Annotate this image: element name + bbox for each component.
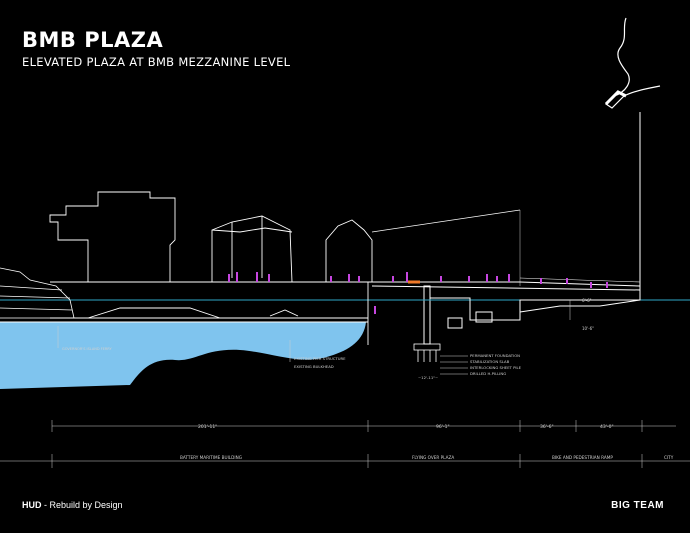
label-h-pilling: DRILLED H-PILLING xyxy=(470,371,506,376)
team-logo: BIG TEAM xyxy=(611,500,664,511)
foundation xyxy=(413,343,441,362)
label-pile-spacing: ~12'-11"~ xyxy=(418,375,438,380)
elevated-plaza xyxy=(371,112,641,345)
footer-org: HUD xyxy=(22,500,42,510)
people xyxy=(228,272,608,314)
label-sheet-pile: INTERLOCKING SHEET PILE xyxy=(470,365,522,370)
dimension-plaza: 96'-1" xyxy=(436,424,450,430)
label-bulkhead: EXISTING BULKHEAD xyxy=(294,364,334,369)
label-foundation: PERMANENT FOUNDATION xyxy=(470,353,520,358)
zone-line xyxy=(0,454,690,468)
locator-map xyxy=(604,17,661,109)
page-title: BMB PLAZA xyxy=(22,28,164,52)
battery-maritime-building xyxy=(49,191,373,345)
dimension-ramp: 36'-6" xyxy=(540,424,554,430)
annotation-leaders xyxy=(57,300,571,375)
label-height-a: 6'-6" xyxy=(582,298,592,303)
canopy-line xyxy=(371,209,521,233)
zone-plaza: FLYING OVER PLAZA xyxy=(412,455,454,460)
zone-city: CITY xyxy=(664,455,674,460)
page-subtitle: ELEVATED PLAZA AT BMB MEZZANINE LEVEL xyxy=(22,55,291,69)
footer-program: - Rebuild by Design xyxy=(41,500,123,510)
footer-credit: HUD - Rebuild by Design xyxy=(22,500,123,510)
zone-ramp: BIKE AND PEDESTRIAN RAMP xyxy=(552,455,613,460)
label-height-b: 10'-6" xyxy=(582,326,594,331)
existing-pier xyxy=(0,307,368,323)
label-pier-structure: EXISTING PIER STRUCTURE xyxy=(294,356,346,361)
water-body xyxy=(0,322,366,389)
dimension-line xyxy=(51,420,676,432)
zone-bmb: BATTERY MARITIME BUILDING xyxy=(180,455,242,460)
ferry-boat xyxy=(0,267,75,319)
dimension-bmb: 201'-11" xyxy=(198,424,217,430)
dimension-city: 43'-0" xyxy=(600,424,614,430)
label-stabilization: STABILIZATION SLAB xyxy=(470,359,510,364)
label-ferry: GOVERNOR'S ISLAND FERRY xyxy=(62,347,113,351)
